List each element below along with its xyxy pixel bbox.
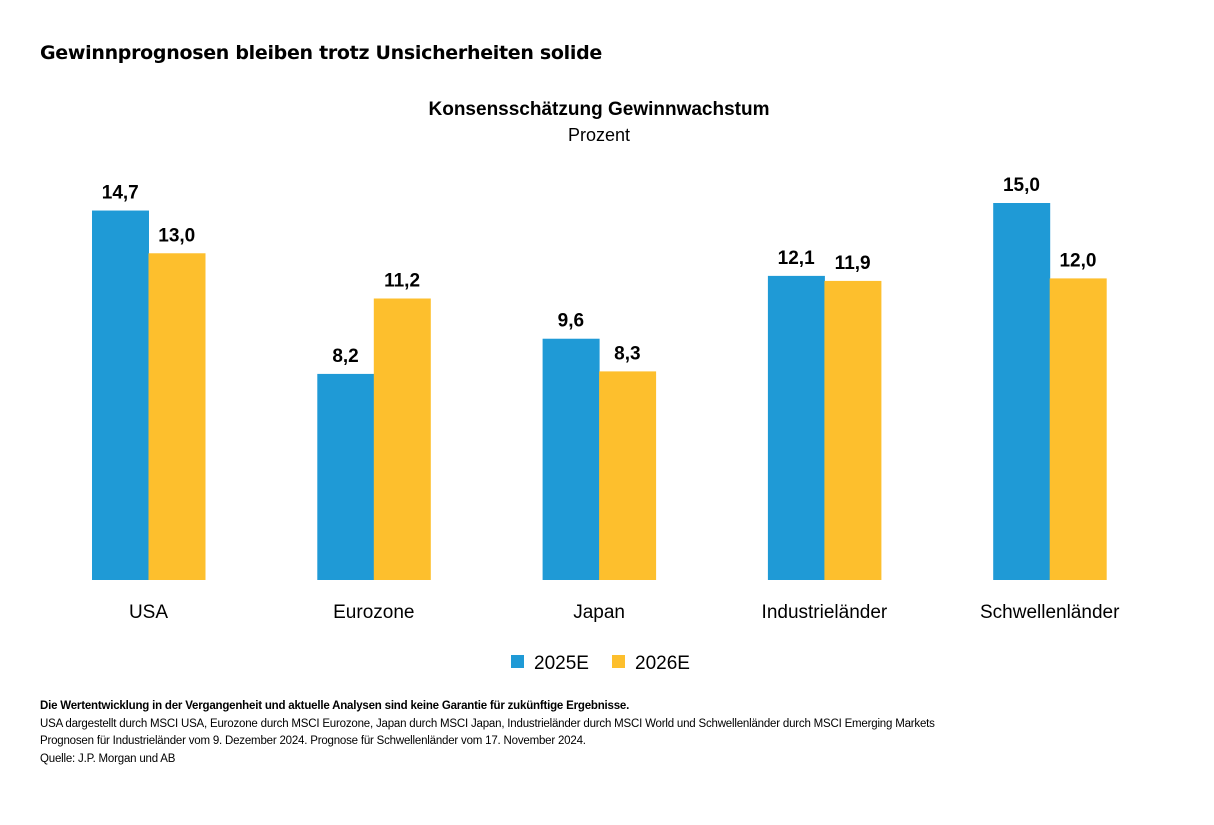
bar-2026e	[373, 298, 431, 580]
bar-2025e	[767, 275, 825, 580]
value-label-2025e: 12,1	[778, 248, 815, 269]
footer-note-dates: Prognosen für Industrieländer vom 9. Dez…	[40, 735, 586, 747]
value-label-2025e: 9,6	[558, 311, 584, 332]
value-label-2025e: 15,0	[1003, 175, 1040, 196]
category-label: Eurozone	[333, 602, 414, 623]
value-label-2026e: 11,2	[384, 271, 420, 292]
value-label-2026e: 12,0	[1059, 250, 1096, 271]
legend: 2025E 2026E	[511, 653, 690, 674]
bars-group: 14,7 13,0 USA 8,2 11,2 Eurozone 9,6 8,3 Japan 12,…	[92, 175, 1120, 623]
bar-2026e	[599, 371, 657, 580]
legend-swatch-2025e	[511, 655, 524, 668]
bar-2025e	[92, 210, 149, 581]
footer-source: Quelle: J.P. Morgan und AB	[40, 752, 176, 765]
category-label: Japan	[573, 602, 625, 623]
footer-disclaimer: Die Wertentwicklung in der Vergangenheit…	[40, 700, 630, 712]
bar-chart: Konsensschätzung Gewinnwachstum Prozent …	[92, 99, 1120, 674]
chart-subtitle: Prozent	[568, 125, 630, 145]
legend-label-2025e: 2025E	[534, 653, 589, 674]
category-label: Industrieländer	[762, 602, 888, 623]
value-label-2025e: 8,2	[332, 346, 358, 367]
bar-2026e	[1049, 278, 1107, 580]
value-label-2026e: 13,0	[158, 225, 195, 246]
bar-2025e	[993, 203, 1051, 580]
category-label: Schwellenländer	[980, 602, 1120, 623]
legend-swatch-2026e	[612, 655, 625, 668]
value-label-2026e: 8,3	[614, 343, 640, 364]
bar-2025e	[317, 373, 375, 580]
footer-note-indices: USA dargestellt durch MSCI USA, Eurozone…	[40, 717, 935, 730]
bar-2026e	[148, 253, 206, 580]
bar-2025e	[542, 338, 600, 580]
bar-2026e	[824, 280, 882, 580]
headline: Gewinnprognosen bleiben trotz Unsicherhe…	[40, 42, 602, 64]
footer: Die Wertentwicklung in der Vergangenheit…	[40, 698, 935, 768]
chart-title: Konsensschätzung Gewinnwachstum	[429, 99, 770, 120]
value-label-2025e: 14,7	[102, 183, 139, 204]
value-label-2026e: 11,9	[835, 253, 871, 274]
legend-label-2026e: 2026E	[635, 653, 690, 674]
category-label: USA	[129, 602, 168, 623]
